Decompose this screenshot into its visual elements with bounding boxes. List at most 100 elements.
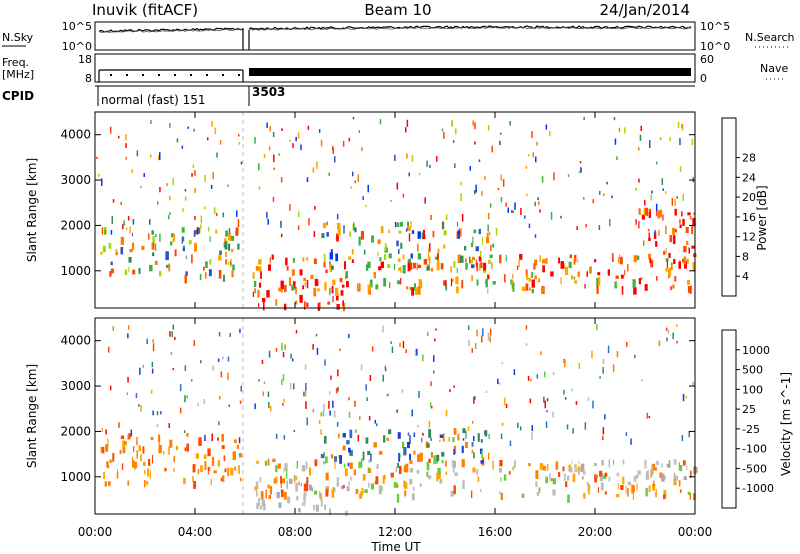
echo-cell xyxy=(683,476,687,480)
echo-cell xyxy=(473,452,475,459)
echo-cell xyxy=(655,203,658,211)
echo-cell xyxy=(476,262,478,272)
echo-cell xyxy=(185,271,188,276)
echo-cell xyxy=(211,456,215,466)
echo-cell xyxy=(342,300,344,307)
echo-cell xyxy=(587,484,591,492)
echo-cell xyxy=(109,271,112,277)
echo-cell xyxy=(454,163,456,169)
echo-cell xyxy=(572,428,574,434)
echo-cell xyxy=(399,454,401,458)
echo-cell xyxy=(209,259,212,265)
echo-cell xyxy=(512,466,515,471)
echo-cell xyxy=(164,467,167,472)
echo-cell xyxy=(125,134,127,141)
echo-cell xyxy=(232,451,236,460)
echo-cell xyxy=(151,242,154,250)
nsearch-tick-bottom: 10^0 xyxy=(700,40,730,53)
echo-cell xyxy=(232,264,235,271)
echo-cell xyxy=(336,477,339,484)
echo-cell xyxy=(276,492,280,499)
echo-cell xyxy=(281,128,283,131)
echo-cell xyxy=(291,284,295,291)
echo-cell xyxy=(283,435,286,440)
echo-cell xyxy=(429,402,432,407)
echo-cell xyxy=(398,453,401,462)
echo-cell xyxy=(653,232,657,239)
echo-cell xyxy=(378,485,382,495)
echo-cell xyxy=(348,333,350,339)
echo-cell xyxy=(266,290,270,298)
echo-cell xyxy=(581,463,585,473)
echo-cell xyxy=(132,242,135,250)
echo-cell xyxy=(312,167,315,173)
echo-cell xyxy=(452,467,455,473)
echo-cell xyxy=(511,210,513,213)
echo-cell xyxy=(256,460,259,464)
echo-cell xyxy=(320,453,324,459)
echo-cell xyxy=(295,482,298,492)
echo-cell xyxy=(492,281,496,285)
echo-cell xyxy=(545,258,548,264)
echo-cell xyxy=(421,437,423,443)
echo-cell xyxy=(654,230,656,236)
echo-cell xyxy=(422,354,424,362)
echo-cell xyxy=(632,279,636,288)
echo-cell xyxy=(229,333,231,337)
colorbar-tick-label: -25 xyxy=(742,423,760,436)
echo-cell xyxy=(348,397,350,401)
echo-cell xyxy=(566,424,569,430)
echo-cell xyxy=(334,456,337,462)
echo-cell xyxy=(453,445,457,454)
echo-cell xyxy=(597,487,599,493)
echo-cell xyxy=(692,268,696,272)
echo-cell xyxy=(537,197,539,201)
echo-cell xyxy=(263,302,265,311)
echo-cell xyxy=(254,136,256,144)
echo-cell xyxy=(564,266,569,275)
echo-cell xyxy=(509,121,511,126)
echo-cell xyxy=(220,371,223,378)
y-tick-label: 1000 xyxy=(60,264,91,278)
echo-cell xyxy=(480,439,483,443)
echo-cell xyxy=(471,348,473,353)
echo-cell xyxy=(337,222,341,230)
echo-cell xyxy=(535,470,539,479)
echo-cell xyxy=(360,491,363,497)
echo-cell xyxy=(673,479,677,486)
echo-cell xyxy=(445,285,448,291)
echo-cell xyxy=(426,461,430,471)
echo-cell xyxy=(140,454,142,462)
echo-cell xyxy=(304,282,306,287)
echo-cell xyxy=(424,197,426,204)
power-y-axis: 1000 2000 3000 4000 xyxy=(60,128,695,278)
power-colorbar: 4 8 12 16 20 24 28 xyxy=(721,117,756,297)
echo-cell xyxy=(185,255,187,260)
echo-cell xyxy=(497,378,499,385)
echo-cell xyxy=(382,325,384,333)
echo-cell xyxy=(669,137,671,142)
echo-cell xyxy=(616,494,620,498)
echo-cell xyxy=(428,475,432,480)
velocity-colorbar-label-text: Velocity [m s^-1] xyxy=(779,372,793,476)
echo-cell xyxy=(218,332,221,337)
echo-cell xyxy=(433,370,435,374)
echo-cell xyxy=(408,233,411,242)
echo-cell xyxy=(146,338,148,344)
echo-cell xyxy=(471,449,474,454)
colorbar-tick-label: 1000 xyxy=(742,344,770,357)
echo-cell xyxy=(411,409,413,417)
echo-cell xyxy=(181,227,185,233)
echo-cell xyxy=(558,472,561,477)
echo-cell xyxy=(648,209,651,218)
echo-cell xyxy=(502,179,505,187)
echo-cell xyxy=(385,368,387,372)
echo-cell xyxy=(378,266,382,271)
echo-cell xyxy=(362,474,366,481)
echo-cell xyxy=(289,204,291,211)
echo-cell xyxy=(219,250,222,255)
echo-cell xyxy=(281,478,286,484)
echo-cell xyxy=(468,340,470,347)
echo-cell xyxy=(330,249,333,255)
echo-cell xyxy=(295,300,298,305)
